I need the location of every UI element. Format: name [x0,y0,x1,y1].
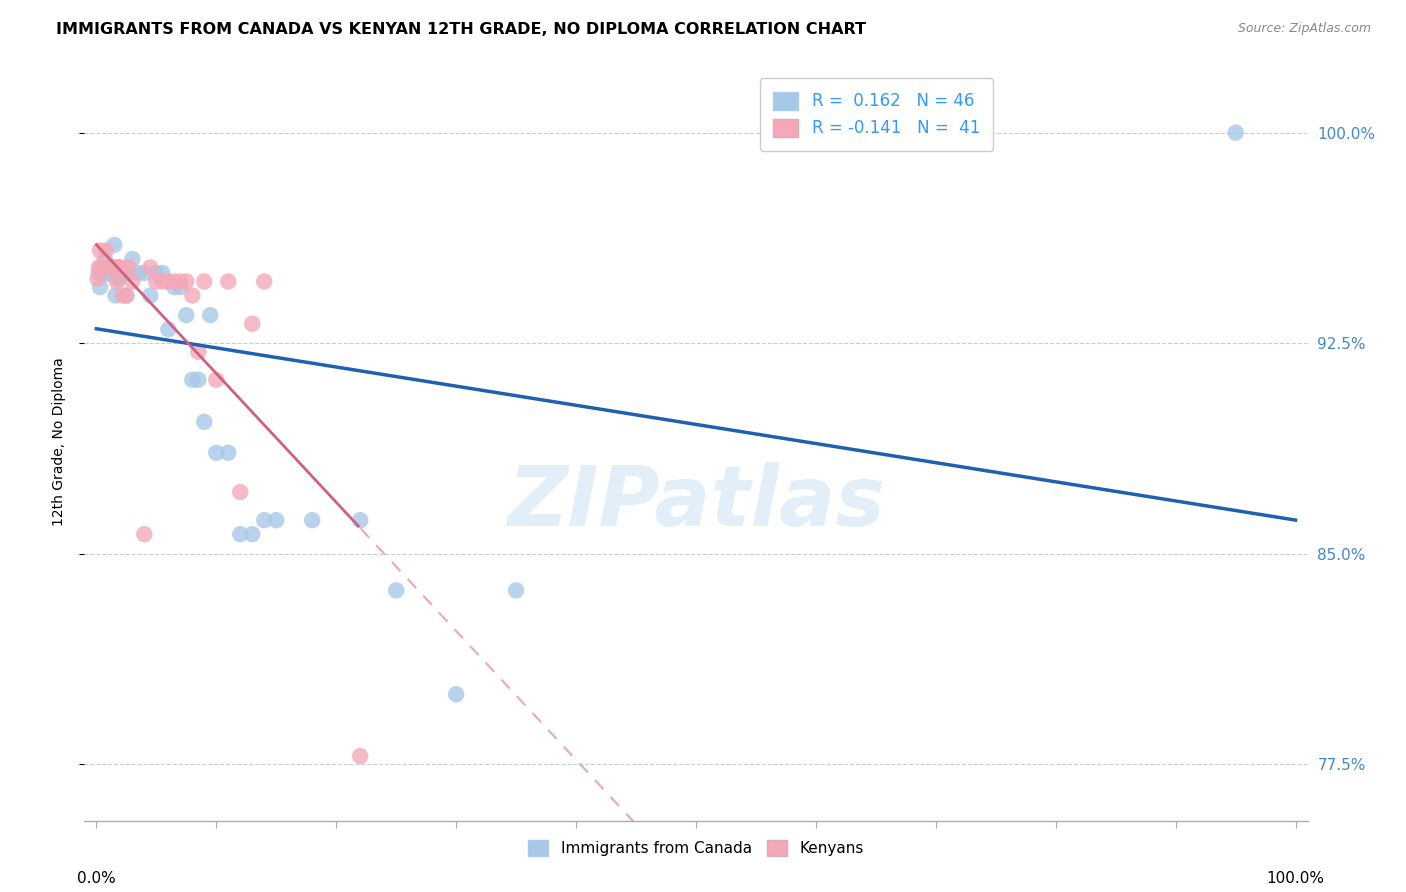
Point [90,260,112,275]
Point [444,687,467,701]
Point [110,260,132,275]
Point [91,266,114,280]
Point [86,271,108,285]
Point [229,527,252,541]
Point [97,266,120,280]
Text: Source: ZipAtlas.com: Source: ZipAtlas.com [1237,22,1371,36]
Point [118,260,141,275]
Point [100,260,122,275]
Legend: Immigrants from Canada, Kenyans: Immigrants from Canada, Kenyans [523,834,869,863]
Point [264,513,287,527]
Point [150,266,173,280]
Point [150,275,173,289]
Point [118,266,141,280]
Point [193,415,215,429]
Point [1225,126,1247,140]
Point [89,280,111,294]
Point [174,275,197,289]
Point [163,280,186,294]
Point [157,322,180,336]
Point [157,275,180,289]
Point [139,260,162,275]
Point [115,288,138,302]
Point [217,275,239,289]
Point [200,308,222,322]
Point [107,271,129,285]
Point [105,275,128,289]
Text: 100.0%: 100.0% [1267,871,1324,886]
Y-axis label: 12th Grade, No Diploma: 12th Grade, No Diploma [52,357,66,526]
Point [505,583,527,598]
Point [301,513,323,527]
Point [121,252,143,266]
Point [107,260,129,275]
Point [181,288,204,302]
Point [134,527,156,541]
Point [127,266,149,280]
Point [193,275,215,289]
Point [111,266,134,280]
Point [104,288,127,302]
Point [169,275,191,289]
Point [89,244,111,258]
Point [240,527,263,541]
Point [240,317,263,331]
Point [108,271,131,285]
Point [105,266,128,280]
Point [181,373,204,387]
Point [103,260,125,275]
Text: IMMIGRANTS FROM CANADA VS KENYAN 12TH GRADE, NO DIPLOMA CORRELATION CHART: IMMIGRANTS FROM CANADA VS KENYAN 12TH GR… [56,22,866,37]
Point [145,275,167,289]
Point [115,288,138,302]
Point [134,266,156,280]
Point [217,446,239,460]
Point [110,266,132,280]
Point [108,260,131,275]
Point [104,260,127,275]
Point [145,266,167,280]
Point [96,260,118,275]
Point [87,266,110,280]
Point [93,260,115,275]
Point [349,749,371,764]
Point [163,275,186,289]
Text: ZIPatlas: ZIPatlas [508,462,884,542]
Point [87,260,110,275]
Point [93,260,117,275]
Point [174,308,197,322]
Point [205,373,228,387]
Point [169,280,191,294]
Point [101,260,124,275]
Point [90,266,112,280]
Point [94,244,117,258]
Point [93,252,117,266]
Point [229,485,252,500]
Point [111,288,134,302]
Point [253,513,276,527]
Point [94,266,117,280]
Point [98,260,121,275]
Point [349,513,371,527]
Point [98,266,121,280]
Point [205,446,228,460]
Point [103,238,125,252]
Point [253,275,276,289]
Point [187,344,209,359]
Point [139,288,162,302]
Text: 0.0%: 0.0% [77,871,115,886]
Point [121,275,143,289]
Point [96,266,118,280]
Point [187,373,209,387]
Point [97,260,120,275]
Point [101,260,124,275]
Point [101,266,124,280]
Point [91,260,114,275]
Point [93,266,115,280]
Point [385,583,408,598]
